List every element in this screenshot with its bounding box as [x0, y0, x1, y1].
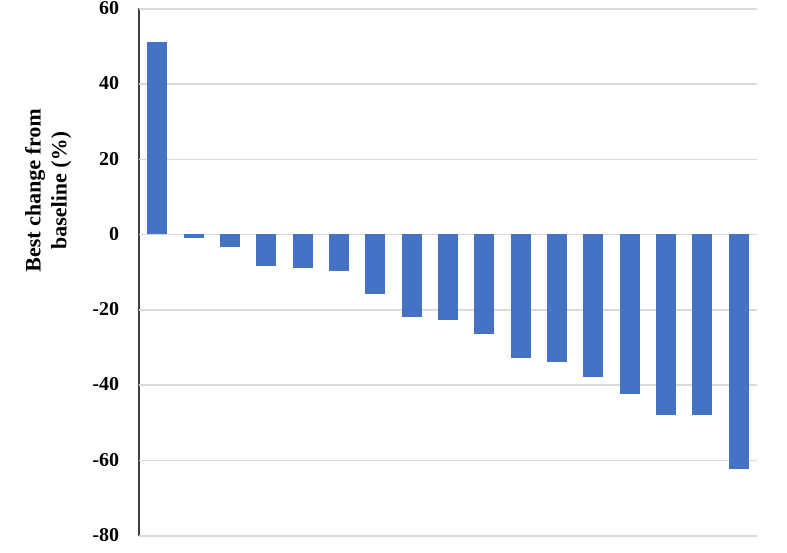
bar: [147, 41, 168, 234]
bar: [547, 233, 568, 362]
bar: [401, 233, 422, 317]
bar: [474, 233, 495, 334]
bar: [256, 233, 277, 266]
bar: [183, 233, 204, 238]
bar: [328, 233, 349, 272]
bar: [583, 233, 604, 377]
y-axis-tick-label: 0: [109, 222, 119, 245]
y-axis-tick-label: -40: [92, 373, 119, 396]
bar: [510, 233, 531, 359]
bar: [219, 233, 240, 248]
gridline: [139, 83, 757, 85]
bar: [438, 233, 458, 321]
gridline: [139, 535, 757, 537]
bar: [365, 233, 386, 295]
gridline: [139, 459, 757, 462]
y-axis-tick-label: 60: [99, 0, 119, 19]
plot-area: [139, 8, 757, 537]
bar: [728, 233, 749, 470]
y-axis-tick-labels: 60 40 20 0 -20 -40 -60 -80: [0, 0, 119, 545]
gridline: [139, 158, 757, 161]
y-axis-tick-label: -20: [92, 298, 119, 321]
y-axis-tick-label: 40: [99, 72, 119, 95]
y-axis-line: [138, 8, 140, 536]
y-axis-tick-label: 20: [99, 147, 119, 170]
bar: [292, 233, 313, 268]
gridline: [139, 8, 757, 10]
y-axis-tick-label: -80: [92, 524, 119, 546]
bar: [692, 233, 713, 415]
bar: [619, 233, 640, 394]
gridline: [139, 384, 757, 386]
y-axis-tick-label: -60: [92, 448, 119, 471]
bar: [656, 233, 677, 415]
